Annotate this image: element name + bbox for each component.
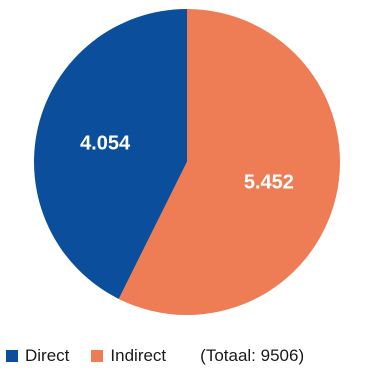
pie-slices [33, 9, 340, 316]
legend-swatch-direct [6, 350, 18, 362]
pie-slice-indirect [118, 9, 340, 316]
legend-label-indirect: Indirect [110, 346, 167, 365]
pie-slice-direct [33, 9, 187, 299]
slice-label-indirect: 5.452 [244, 171, 294, 193]
pie-slice-labels: 4.054 5.452 [80, 133, 294, 194]
legend-item-indirect: Indirect [91, 346, 166, 366]
total-text: (Totaal: 9506) [200, 346, 305, 365]
pie-chart: 4.054 5.452 [33, 9, 340, 316]
legend-label-direct: Direct [25, 346, 70, 365]
legend-item-direct: Direct [6, 346, 69, 366]
legend-swatch-indirect [91, 350, 104, 362]
legend: Direct Indirect (Totaal: 9506) [6, 346, 304, 366]
slice-label-direct: 4.054 [80, 133, 131, 155]
